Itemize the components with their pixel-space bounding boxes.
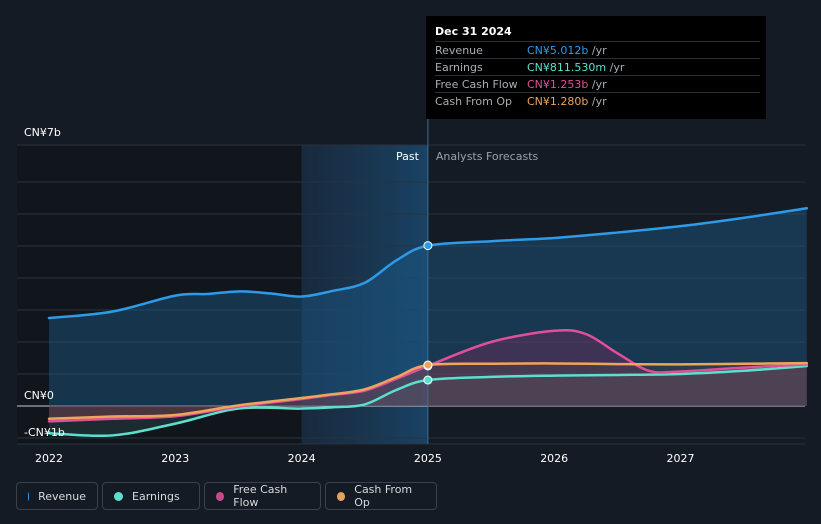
legend-label: Cash From Op [354, 483, 413, 509]
legend-item-free-cash-flow[interactable]: Free Cash Flow [204, 482, 321, 510]
y-label-negative: -CN¥1b [24, 426, 65, 439]
x-tick-label: 2026 [540, 452, 568, 465]
tooltip-unit: /yr [588, 95, 607, 108]
x-tick-label: 2023 [161, 452, 189, 465]
legend-item-earnings[interactable]: Earnings [102, 482, 200, 510]
revenue-dot-icon [28, 491, 30, 501]
tooltip-row-free-cash-flow: Free Cash Flow CN¥1.253b /yr [435, 75, 760, 93]
legend-label: Free Cash Flow [233, 483, 288, 509]
chart-canvas: CN¥7b CN¥0 -CN¥1b Past Analysts Forecast… [17, 119, 809, 465]
earnings-line [47, 364, 809, 438]
tooltip-label: Free Cash Flow [435, 78, 518, 91]
tooltip-unit: /yr [588, 78, 607, 91]
tooltip-label: Earnings [435, 61, 483, 74]
x-tick-label: 2025 [414, 452, 442, 465]
x-tick-label: 2024 [288, 452, 316, 465]
tooltip-date: Dec 31 2024 [435, 25, 512, 38]
cash-from-op-dot-icon [337, 491, 346, 501]
tooltip-value: CN¥5.012b [527, 44, 589, 57]
earnings-marker [423, 375, 433, 385]
cash-from-op-marker [423, 360, 433, 370]
hover-tooltip: Dec 31 2024 Revenue CN¥5.012b /yr Earnin… [426, 16, 766, 119]
revenue-marker [423, 241, 433, 251]
tooltip-unit: /yr [606, 61, 625, 74]
legend-item-cash-from-op[interactable]: Cash From Op [325, 482, 437, 510]
free-cash-flow-dot-icon [216, 491, 225, 501]
tooltip-unit: /yr [588, 44, 607, 57]
forecast-label: Analysts Forecasts [436, 150, 539, 163]
x-tick-label: 2022 [35, 452, 63, 465]
tooltip-row-revenue: Revenue CN¥5.012b /yr [435, 41, 760, 59]
tooltip-label: Revenue [435, 44, 483, 57]
tooltip-row-cash-from-op: Cash From Op CN¥1.280b /yr [435, 92, 760, 110]
legend-label: Revenue [38, 489, 86, 503]
tooltip-row-earnings: Earnings CN¥811.530m /yr [435, 58, 760, 76]
revenue-line [47, 206, 809, 320]
x-axis-ticks: 2022 2023 2024 2025 2026 2027 [35, 452, 695, 465]
past-label: Past [396, 150, 420, 163]
cash-from-op-line [47, 361, 809, 421]
tooltip-value: CN¥1.253b [527, 78, 589, 91]
tooltip-label: Cash From Op [435, 95, 513, 108]
past-region-highlight [301, 145, 428, 444]
tooltip-value: CN¥1.280b [527, 95, 589, 108]
y-label-zero: CN¥0 [24, 389, 54, 402]
tooltip-value: CN¥811.530m [527, 61, 607, 74]
gridlines [17, 144, 805, 445]
legend-label: Earnings [132, 489, 180, 503]
y-label-top: CN¥7b [24, 126, 61, 139]
earnings-dot-icon [114, 491, 123, 501]
series-markers [423, 241, 433, 385]
legend-item-revenue[interactable]: Revenue [16, 482, 98, 510]
x-tick-label: 2027 [667, 452, 695, 465]
history-band [17, 145, 302, 444]
